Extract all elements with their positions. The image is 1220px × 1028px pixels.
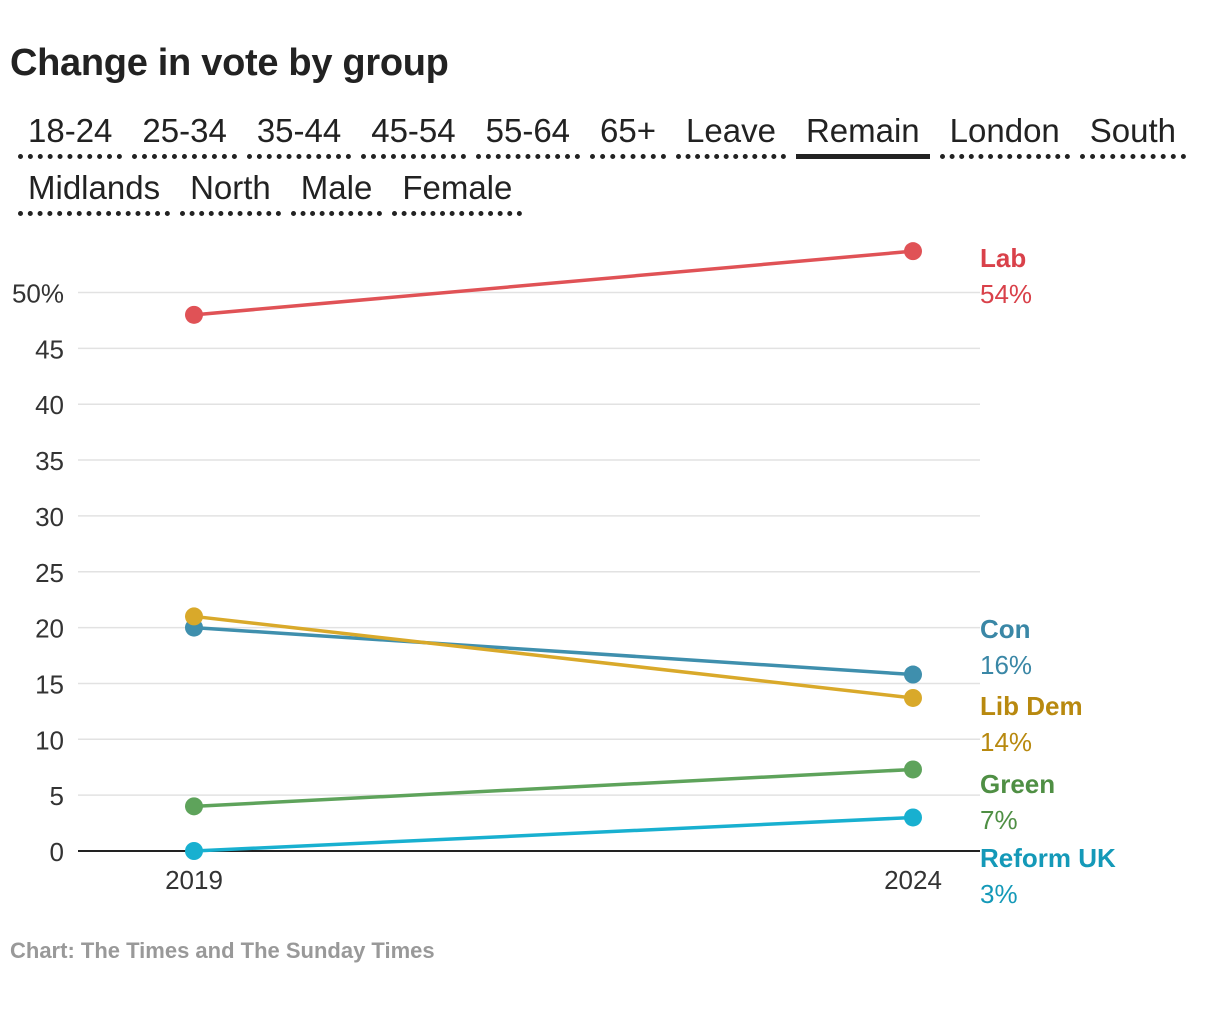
tab-row-2: Midlands North Male Female <box>18 169 1208 216</box>
tab-london[interactable]: London <box>939 112 1070 159</box>
data-point-con <box>904 665 922 684</box>
series-name-label-lib-dem: Lib Dem <box>980 691 1083 721</box>
tab-65-[interactable]: 65+ <box>590 112 667 159</box>
chart-source: Chart: The Times and The Sunday Times <box>10 938 435 963</box>
tab-45-54[interactable]: 45-54 <box>361 112 466 159</box>
series-value-label-con: 16% <box>980 650 1032 680</box>
y-tick-label: 15 <box>35 669 64 699</box>
tab-18-24[interactable]: 18-24 <box>18 112 123 159</box>
series-line-con <box>193 625 914 677</box>
series-line-green <box>193 767 914 809</box>
x-tick-label: 2024 <box>884 865 942 895</box>
y-tick-label: 40 <box>35 390 64 420</box>
series-line-lab <box>193 249 914 317</box>
tab-south[interactable]: South <box>1079 112 1187 159</box>
data-point-lab <box>904 242 922 261</box>
series-name-label-green: Green <box>980 769 1055 799</box>
y-tick-label: 45 <box>35 334 64 364</box>
tab-leave[interactable]: Leave <box>676 112 786 159</box>
data-point-reform-uk <box>904 808 922 827</box>
tab-remain[interactable]: Remain <box>795 112 930 159</box>
x-tick-label: 2019 <box>165 865 223 895</box>
tab-55-64[interactable]: 55-64 <box>475 112 581 159</box>
series-name-label-reform-uk: Reform UK <box>980 843 1116 873</box>
y-tick-label: 0 <box>50 837 64 867</box>
y-tick-label: 35 <box>35 446 64 476</box>
series-line-reform-uk <box>193 815 914 853</box>
series-name-label-lab: Lab <box>980 243 1026 273</box>
data-point-reform-uk <box>185 842 203 860</box>
tab-male[interactable]: Male <box>290 169 383 216</box>
y-tick-label: 10 <box>35 725 64 755</box>
y-tick-label: 20 <box>35 614 64 644</box>
series-name-label-con: Con <box>980 614 1031 644</box>
series-line-lib-dem <box>193 614 914 700</box>
series-value-label-lib-dem: 14% <box>980 727 1032 757</box>
tab-midlands[interactable]: Midlands <box>18 169 171 216</box>
tab-35-44[interactable]: 35-44 <box>246 112 352 159</box>
tab-25-34[interactable]: 25-34 <box>132 112 237 159</box>
series-value-label-green: 7% <box>980 805 1018 835</box>
series-value-label-reform-uk: 3% <box>980 879 1018 909</box>
y-tick-label: 30 <box>35 502 64 532</box>
data-point-lib-dem <box>904 688 922 707</box>
y-tick-label: 25 <box>35 558 64 588</box>
group-tabs: 18-24 25-34 35-44 45-54 55-64 65+ Leave Remain L… <box>18 112 1208 226</box>
data-point-lab <box>185 305 203 324</box>
tab-female[interactable]: Female <box>392 169 523 216</box>
y-tick-label: 5 <box>50 781 64 811</box>
data-point-green <box>185 797 203 816</box>
data-point-green <box>904 760 922 779</box>
y-tick-label: 50% <box>12 279 64 309</box>
chart-title: Change in vote by group <box>10 42 449 84</box>
series-value-label-lab: 54% <box>980 279 1032 309</box>
data-point-lib-dem <box>185 607 203 626</box>
tab-row-1: 18-24 25-34 35-44 45-54 55-64 65+ Leave Remain L… <box>18 112 1208 159</box>
tab-north[interactable]: North <box>180 169 281 216</box>
